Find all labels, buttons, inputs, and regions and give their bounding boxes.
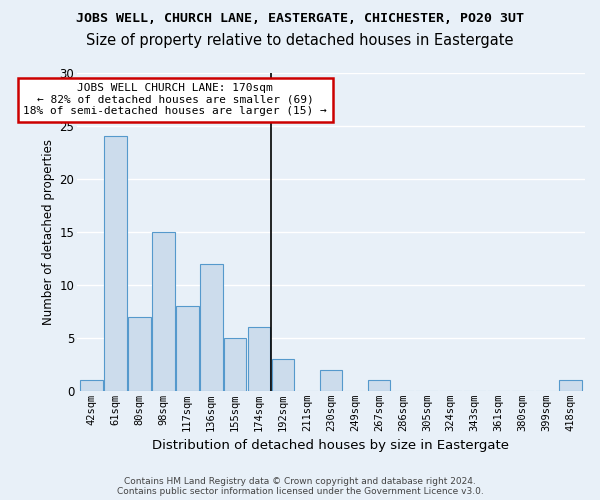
Bar [224,338,247,391]
Bar [248,327,271,391]
Text: Contains HM Land Registry data © Crown copyright and database right 2024.
Contai: Contains HM Land Registry data © Crown c… [116,476,484,496]
Bar [80,380,103,391]
Y-axis label: Number of detached properties: Number of detached properties [42,138,55,324]
Text: Size of property relative to detached houses in Eastergate: Size of property relative to detached ho… [86,32,514,48]
Text: JOBS WELL CHURCH LANE: 170sqm
← 82% of detached houses are smaller (69)
18% of s: JOBS WELL CHURCH LANE: 170sqm ← 82% of d… [23,83,327,116]
Bar [320,370,343,391]
Bar [559,380,582,391]
Bar [272,359,295,391]
Bar [128,316,151,391]
Text: JOBS WELL, CHURCH LANE, EASTERGATE, CHICHESTER, PO20 3UT: JOBS WELL, CHURCH LANE, EASTERGATE, CHIC… [76,12,524,26]
Bar [152,232,175,391]
Bar [200,264,223,391]
Bar [176,306,199,391]
Bar [104,136,127,391]
X-axis label: Distribution of detached houses by size in Eastergate: Distribution of detached houses by size … [152,440,509,452]
Bar [368,380,390,391]
